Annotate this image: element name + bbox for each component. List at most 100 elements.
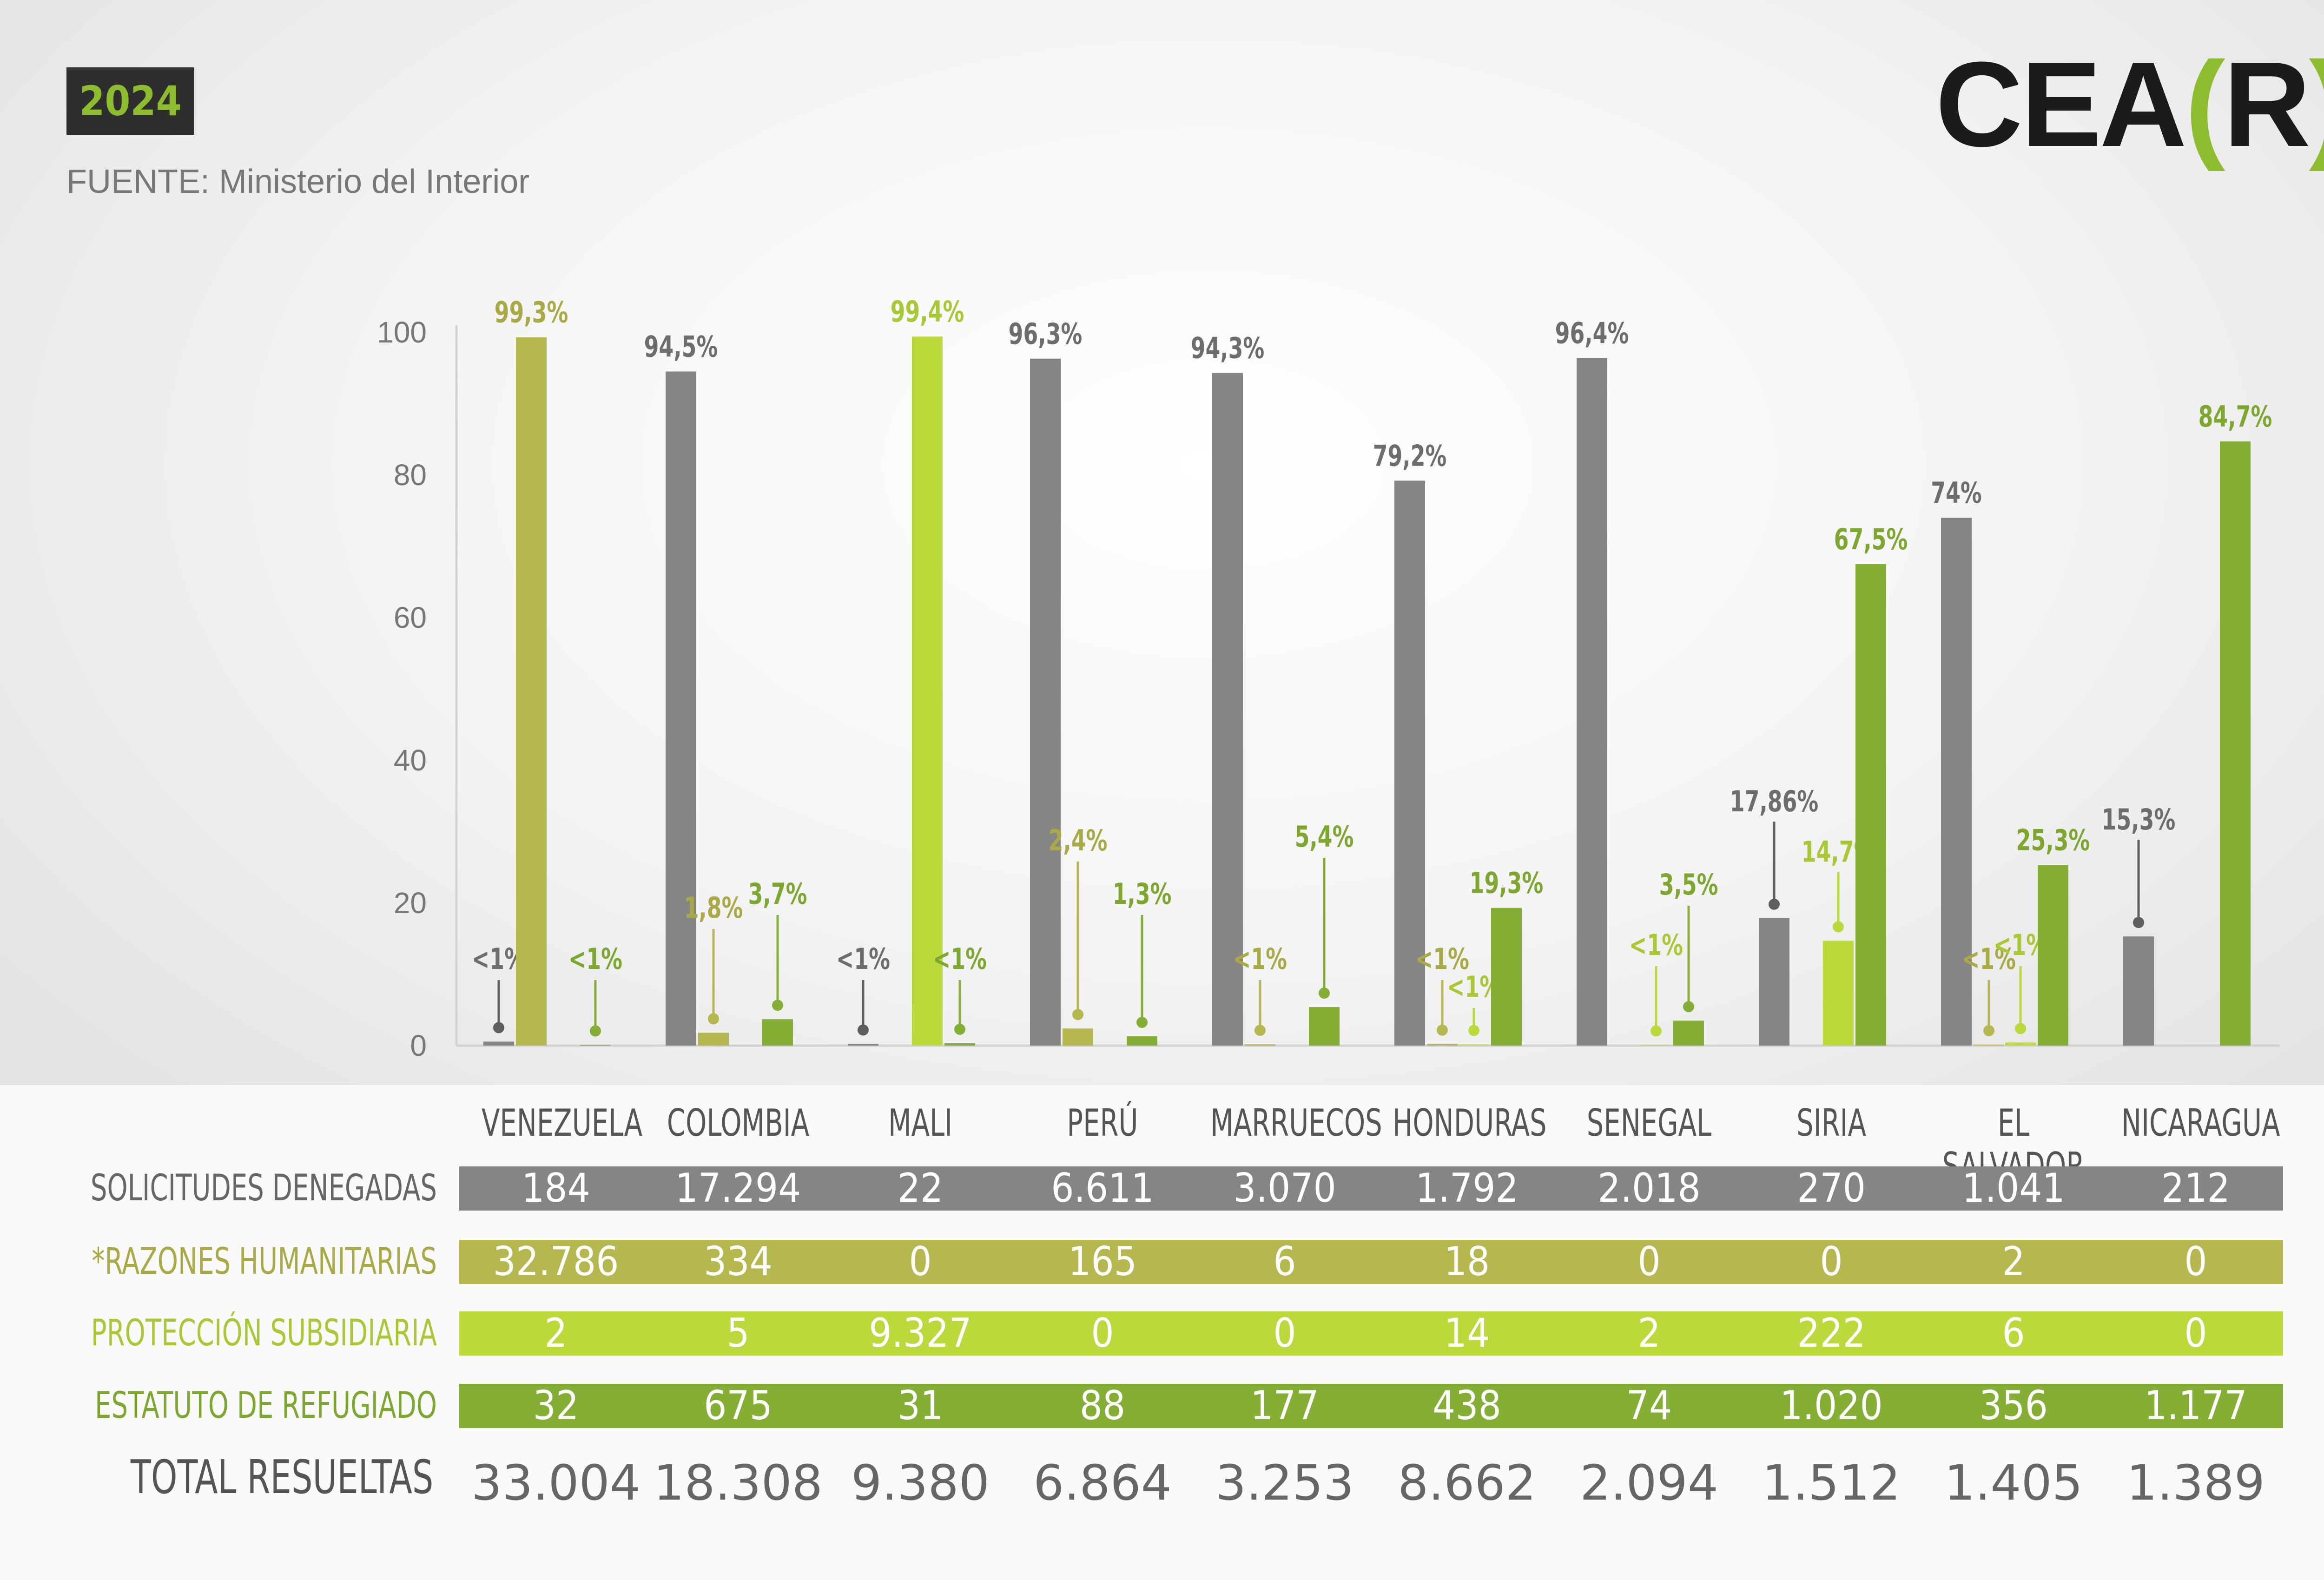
table-cell: 6 — [2002, 1310, 2025, 1356]
table-cell: 2.018 — [1598, 1165, 1701, 1211]
total-cell: 18.308 — [654, 1455, 823, 1511]
data-label: 96,4% — [1555, 316, 1629, 350]
year-badge: 2024 — [66, 67, 194, 135]
total-cell: 8.662 — [1398, 1455, 1536, 1511]
data-label: 15,3% — [2102, 803, 2176, 836]
bar-3 — [2220, 441, 2251, 1046]
logo-paren-open: ( — [2185, 37, 2225, 172]
logo-letter: R — [2223, 37, 2311, 172]
table-cell: 334 — [704, 1238, 772, 1285]
total-cell: 1.389 — [2126, 1455, 2265, 1511]
bar-1 — [1245, 1044, 1275, 1046]
table-cell: 0 — [1091, 1310, 1114, 1356]
table-cell: 74 — [1626, 1382, 1672, 1429]
bar-3 — [2038, 865, 2068, 1046]
data-label: 3,5% — [1659, 868, 1718, 902]
leader-dot — [858, 1024, 869, 1036]
y-tick-label: 80 — [394, 458, 427, 492]
data-label: 17,86% — [1730, 785, 1818, 818]
total-cell: 33.004 — [471, 1455, 640, 1511]
y-tick-label: 100 — [377, 316, 427, 349]
leader-dot — [1651, 1025, 1662, 1037]
data-label: 96,3% — [1009, 317, 1083, 351]
leader-dot — [772, 1000, 783, 1011]
country-label: MARRUECOS — [1210, 1101, 1382, 1145]
bar-0 — [1394, 481, 1425, 1046]
table-cell: 438 — [1433, 1382, 1501, 1429]
cear-logo: CEA(R) — [1935, 44, 2324, 165]
data-label: 1,3% — [1113, 877, 1172, 911]
country-label: PERÚ — [1067, 1101, 1138, 1145]
country-label: HONDURAS — [1393, 1101, 1547, 1145]
data-label: <1% — [1233, 942, 1287, 976]
table-cell: 1.041 — [1962, 1165, 2065, 1211]
row-band — [459, 1384, 2283, 1428]
logo-paren-close: ) — [2309, 37, 2324, 172]
leader-dot — [1136, 1017, 1148, 1028]
bar-3 — [1491, 908, 1522, 1046]
table-cell: 9.327 — [869, 1310, 972, 1356]
table-cell: 177 — [1250, 1382, 1319, 1429]
table-cell: 0 — [1637, 1238, 1661, 1285]
table-cell: 14 — [1444, 1310, 1490, 1356]
bar-2 — [1459, 1044, 1489, 1046]
data-label: <1% — [1629, 928, 1683, 962]
table-cell: 6 — [1273, 1238, 1296, 1285]
country-label: VENEZUELA — [482, 1101, 643, 1145]
chart-background — [0, 0, 2324, 1085]
leader-dot — [1683, 1001, 1694, 1013]
bar-1 — [1063, 1028, 1093, 1046]
bar-chart: 0 20 40 60 80 100 <1% 99,3% <1% 94,5% 1,8% 3,7% <1% 9… — [377, 295, 2280, 1062]
row-band — [459, 1311, 2283, 1356]
bar-0 — [1759, 918, 1789, 1046]
total-cell: 1.405 — [1944, 1455, 2083, 1511]
country-label: SIRIA — [1796, 1101, 1866, 1145]
y-tick-label: 40 — [394, 744, 427, 777]
leader-dot — [2133, 917, 2144, 928]
table-cell: 222 — [1797, 1310, 1866, 1356]
y-tick-label: 20 — [394, 886, 427, 920]
bar-2 — [1823, 941, 1854, 1046]
row-label: ESTATUTO DE REFUGIADO — [94, 1385, 437, 1427]
table-cell: 1.792 — [1415, 1165, 1519, 1211]
table-cell: 0 — [1273, 1310, 1296, 1356]
table-cell: 17.294 — [675, 1165, 801, 1211]
table-cell: 165 — [1068, 1238, 1137, 1285]
leader-dot — [493, 1022, 504, 1034]
bar-3 — [580, 1045, 611, 1046]
data-label: 84,7% — [2199, 400, 2272, 434]
table-cell: 0 — [1820, 1238, 1843, 1285]
table-cell: 5 — [726, 1310, 750, 1356]
table-cell: 356 — [1979, 1382, 2048, 1429]
leader-dot — [2015, 1023, 2026, 1034]
data-label: <1% — [1415, 942, 1469, 976]
table-cell: 675 — [704, 1382, 772, 1429]
row-label: SOLICITUDES DENEGADAS — [90, 1167, 437, 1209]
data-label: 99,3% — [495, 296, 568, 329]
bar-3 — [944, 1043, 975, 1046]
leader-dot — [1833, 921, 1844, 933]
bar-2 — [2005, 1042, 2036, 1046]
bar-3 — [1855, 564, 1886, 1046]
total-cell: 1.512 — [1762, 1455, 1901, 1511]
data-label: 2,4% — [1049, 824, 1108, 857]
bar-1 — [1974, 1044, 2004, 1046]
table-cell: 0 — [2184, 1310, 2207, 1356]
leader-dot — [954, 1023, 965, 1035]
leader-dot — [590, 1025, 601, 1037]
total-cell: 2.094 — [1580, 1455, 1718, 1511]
bar-0 — [848, 1044, 878, 1046]
leader-dot — [1254, 1025, 1266, 1036]
row-band — [459, 1240, 2283, 1284]
bar-2 — [1641, 1045, 1671, 1046]
bar-0 — [666, 371, 696, 1046]
bar-0 — [483, 1041, 514, 1046]
data-label: <1% — [933, 942, 987, 976]
leader-dot — [708, 1013, 719, 1025]
row-label: PROTECCIÓN SUBSIDIARIA — [91, 1312, 437, 1354]
bar-3 — [1309, 1007, 1340, 1046]
bar-0 — [1030, 358, 1061, 1046]
table-cell: 1.020 — [1780, 1382, 1883, 1429]
total-cell: 6.864 — [1033, 1455, 1172, 1511]
table-cell: 184 — [522, 1165, 590, 1211]
